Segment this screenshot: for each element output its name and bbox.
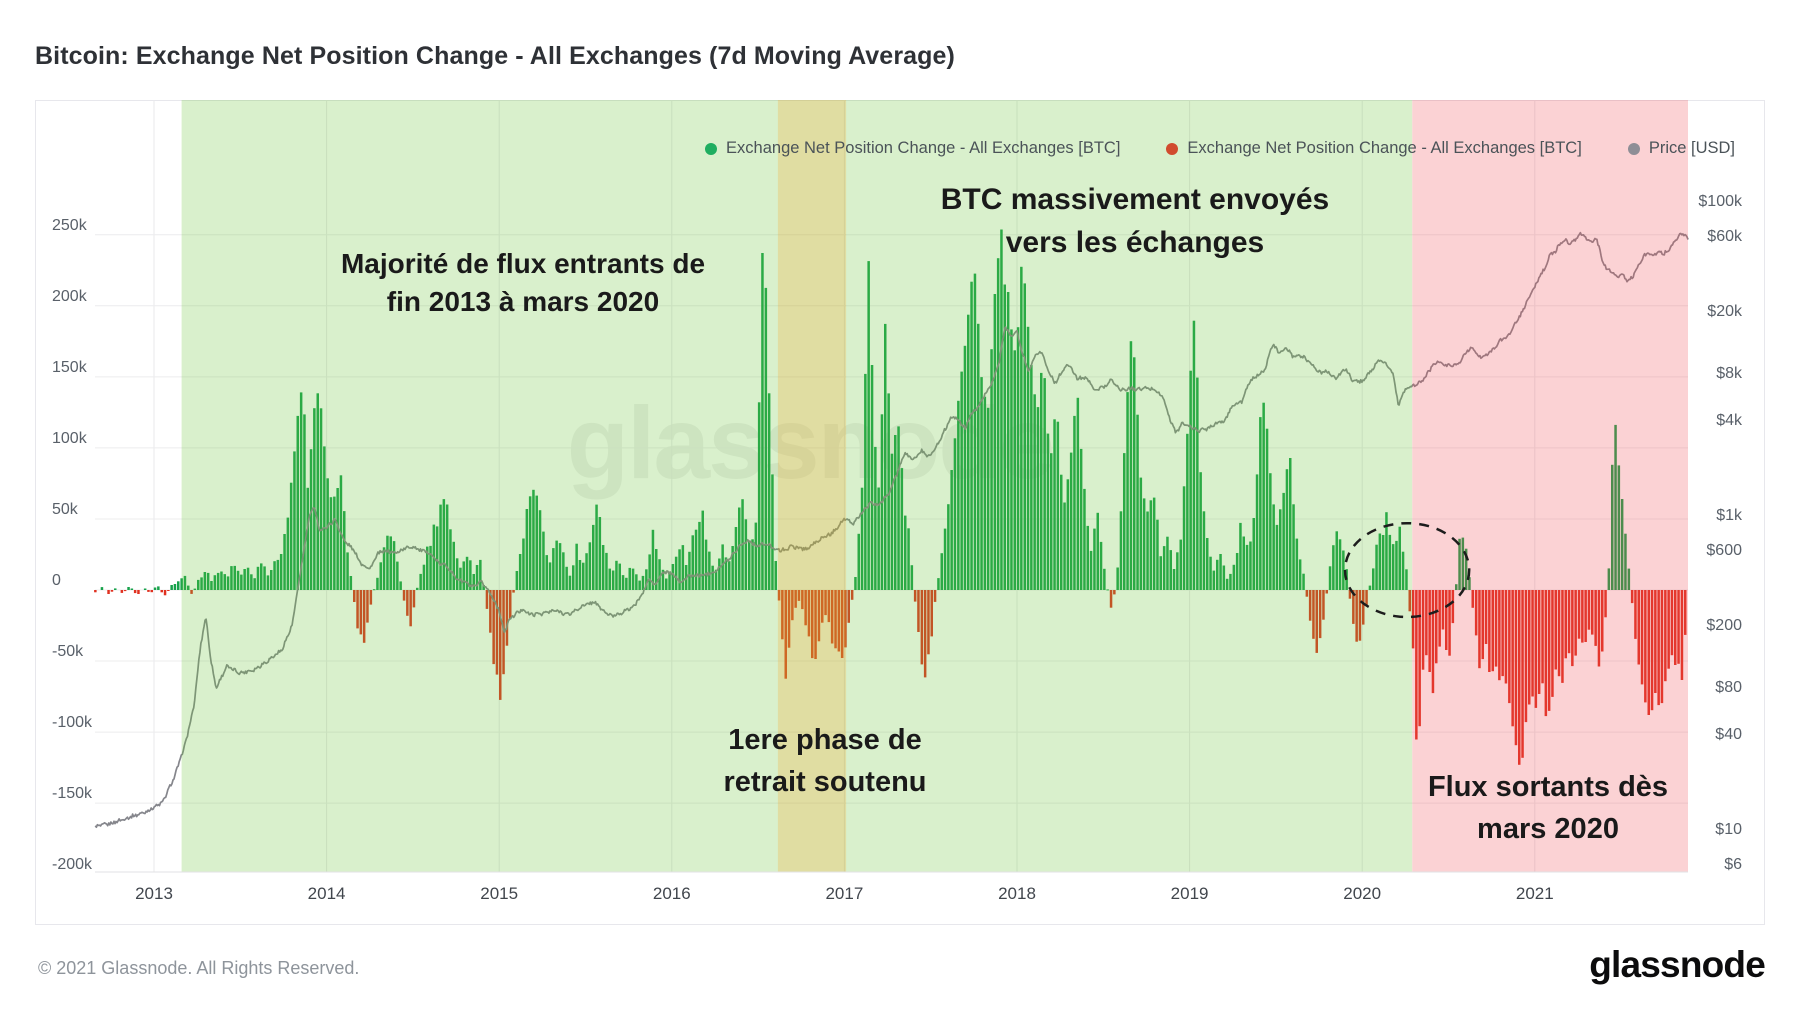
price-axis-tick-label: $8k: [1716, 365, 1742, 383]
price-axis-tick-label: $4k: [1716, 412, 1742, 430]
page-title: Bitcoin: Exchange Net Position Change - …: [35, 42, 955, 70]
price-axis-tick-label: $6: [1724, 855, 1742, 873]
legend-label: Exchange Net Position Change - All Excha…: [726, 139, 1121, 157]
price-axis-tick-label: $100k: [1698, 193, 1742, 210]
price-axis-tick-label: $60k: [1707, 227, 1742, 245]
chart-legend: Exchange Net Position Change - All Excha…: [705, 139, 1735, 158]
price-axis-tick-label: $200: [1706, 616, 1742, 634]
annotation-line: Flux sortants dès: [1427, 771, 1669, 803]
price-axis-tick-label: $1k: [1716, 507, 1742, 524]
y-axis-tick-label: -200k: [52, 856, 93, 874]
x-axis-year-label: 2021: [1515, 884, 1554, 903]
legend-label: Exchange Net Position Change - All Excha…: [1187, 139, 1582, 157]
x-axis-year-label: 2014: [307, 884, 346, 903]
y-axis-tick-label: -150k: [52, 785, 93, 803]
annotation-line: 1ere phase de: [728, 724, 922, 756]
legend-item-outflow[interactable]: Exchange Net Position Change - All Excha…: [1166, 139, 1582, 158]
annotation-line: Majorité de flux entrants de: [340, 248, 706, 279]
annotation-inflow-period: Majorité de flux entrants de fin 2013 à …: [323, 245, 723, 321]
price-axis-tick-label: $40: [1715, 726, 1742, 744]
annotation-line: retrait soutenu: [723, 766, 927, 798]
y-axis-tick-label: 150k: [52, 358, 87, 376]
x-axis-year-label: 2017: [825, 884, 864, 903]
price-axis-tick-label: $10: [1715, 821, 1742, 838]
glassnode-logo: glassnode: [1589, 944, 1766, 985]
x-axis-year-label: 2016: [652, 884, 691, 903]
copyright-text: © 2021 Glassnode. All Rights Reserved.: [38, 958, 360, 978]
gray-dot-icon: [1627, 142, 1640, 155]
annotation-line: mars 2020: [1477, 813, 1619, 845]
annotation-line: BTC massivement envoyés: [940, 183, 1330, 216]
legend-label: Price [USD]: [1648, 139, 1735, 157]
price-axis-tick-label: $20k: [1707, 302, 1742, 320]
green-dot-icon: [705, 142, 718, 155]
annotation-first-withdrawal: 1ere phase de retrait soutenu: [675, 719, 975, 803]
x-axis-year-label: 2020: [1343, 884, 1382, 903]
x-axis-year-label: 2018: [998, 884, 1036, 903]
y-axis-tick-label: 50k: [52, 500, 78, 518]
y-axis-tick-label: 250k: [52, 216, 87, 234]
red-dot-icon: [1166, 142, 1179, 155]
annotation-massive-inflows: BTC massivement envoyés vers les échange…: [935, 178, 1335, 264]
x-axis-year-label: 2019: [1170, 884, 1209, 903]
y-axis-tick-label: 0: [52, 572, 61, 589]
annotation-outflows: Flux sortants dès mars 2020: [1398, 766, 1698, 850]
x-axis-year-label: 2015: [480, 884, 519, 903]
legend-item-price[interactable]: Price [USD]: [1627, 139, 1735, 158]
y-axis-tick-label: -50k: [52, 643, 84, 661]
y-axis-tick-label: 100k: [52, 429, 87, 447]
annotation-line: fin 2013 à mars 2020: [386, 286, 660, 317]
y-axis-tick-label: -100k: [52, 714, 93, 732]
price-axis-tick-label: $80: [1715, 679, 1742, 697]
x-axis-year-label: 2013: [135, 884, 173, 903]
price-axis-tick-label: $600: [1706, 541, 1742, 559]
annotation-line: vers les échanges: [1005, 226, 1265, 259]
y-axis-tick-label: 200k: [52, 287, 87, 305]
legend-item-inflow[interactable]: Exchange Net Position Change - All Excha…: [705, 139, 1120, 158]
